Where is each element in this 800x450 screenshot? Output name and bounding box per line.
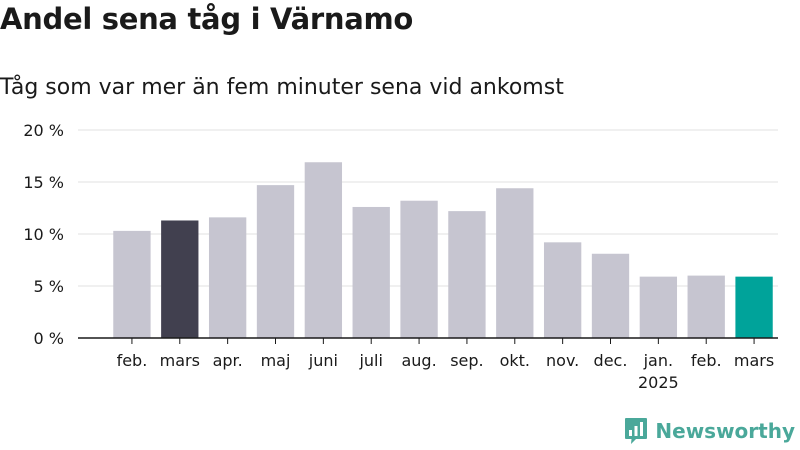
y-tick-label: 0 % [34,329,64,348]
x-tick-label: feb. [117,351,148,370]
bar-chart: 0 % 5 % 10 % 15 % 20 % feb. mars apr. maj juni ju… [23,121,778,392]
bar-9 [543,242,582,338]
x-tick-label: apr. [213,351,243,370]
y-axis-ticks: 0 % 5 % 10 % 15 % 20 % [23,121,64,348]
y-tick-label: 15 % [23,173,64,192]
bar-7 [448,211,486,338]
x-axis: feb. mars apr. maj juni juli aug. sep. okt. nov. d… [78,337,778,392]
x-tick-label: maj [261,351,291,370]
x-tick-label: mars [160,351,200,370]
bar-2 [208,217,247,338]
x-tick-label: juni [308,351,338,370]
chart-title: Andel sena tåg i Värnamo [0,2,414,36]
x-tick-label: mars [734,351,774,370]
bar-4 [304,162,343,338]
bar-0 [113,230,151,338]
bar-3 [256,185,295,338]
bar-6 [400,200,438,338]
y-tick-label: 20 % [23,121,64,140]
y-tick-label: 10 % [23,225,64,244]
x-tick-label: sep. [450,351,483,370]
x-tick-label: okt. [500,351,530,370]
bar-1 [161,220,199,338]
newsworthy-brand: Newsworthy [624,416,795,446]
bar-5 [352,206,390,338]
x-tick-sublabel: 2025 [638,373,679,392]
bar-8 [496,188,534,338]
brand-name: Newsworthy [655,419,795,443]
x-tick-label: jan. [643,351,673,370]
x-tick-label: dec. [594,351,628,370]
newsworthy-logo-icon [625,418,648,444]
x-tick-label: feb. [691,351,722,370]
x-tick-label: nov. [546,351,579,370]
bars [113,162,773,338]
bar-10 [591,253,630,338]
x-tick-label: aug. [401,351,436,370]
bar-11 [639,276,678,338]
y-tick-label: 5 % [34,277,64,296]
x-tick-label: juli [358,351,382,370]
bar-13 [735,276,773,338]
bar-12 [687,275,725,338]
chart-subtitle: Tåg som var mer än fem minuter sena vid … [0,75,564,100]
